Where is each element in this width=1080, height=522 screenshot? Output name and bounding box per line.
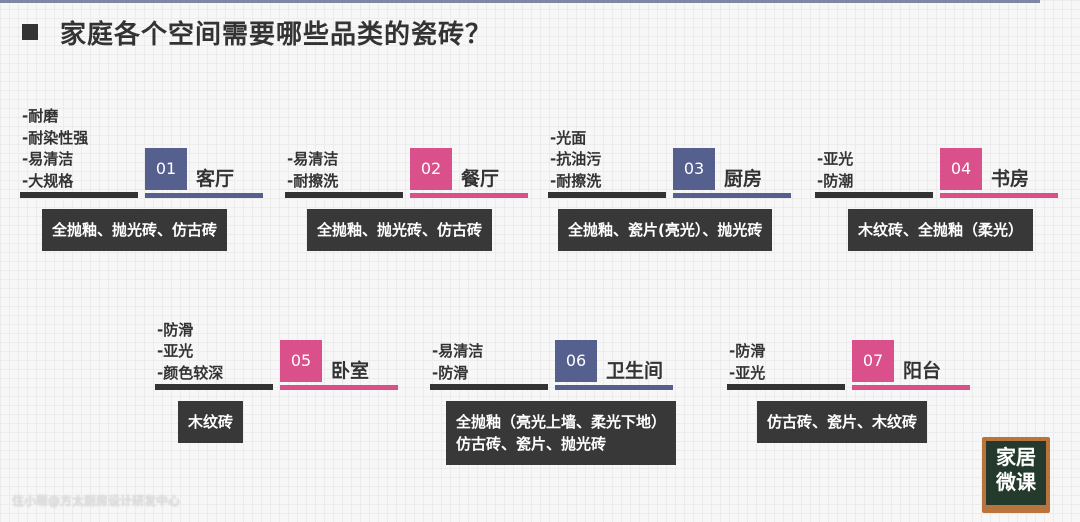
room-card: -易清洁 -防滑 06 卫生间全抛釉（亮光上墙、柔光下地） 仿古砖、瓷片、抛光砖: [430, 298, 690, 465]
tile-recommendation: 全抛釉、抛光砖、仿古砖: [317, 221, 483, 239]
page-title-text: 家庭各个空间需要哪些品类的瓷砖？: [60, 20, 493, 50]
room-name: 卫生间: [606, 360, 664, 382]
feature-tags: -易清洁 -防滑: [432, 341, 483, 384]
room-underline: [145, 193, 263, 198]
room-number-badge: 01: [145, 148, 187, 190]
feature-tag: -防滑: [729, 342, 766, 360]
tile-recommendation-box: 全抛釉（亮光上墙、柔光下地） 仿古砖、瓷片、抛光砖: [446, 401, 677, 465]
feature-tag: -耐擦洗: [550, 171, 602, 190]
logo-line-2: 微课: [996, 470, 1036, 494]
feature-tags: -易清洁 -耐擦洗: [287, 149, 338, 192]
feature-tag: -光面: [550, 128, 587, 147]
tag-underline: [285, 192, 403, 198]
room-number-badge: 04: [940, 148, 982, 190]
room-card: -耐磨 -耐染性强 -易清洁 -大规格 01 客厅全抛釉、抛光砖、仿古砖: [20, 106, 280, 266]
tag-underline: [815, 192, 933, 198]
room-name: 厨房: [724, 168, 763, 190]
room-number-badge: 07: [852, 340, 894, 382]
room-card: -光面 -抗油污 -耐擦洗 03 厨房全抛釉、瓷片(亮光）、抛光砖: [548, 106, 808, 266]
room-number-badge: 06: [555, 340, 597, 382]
tag-underline: [548, 192, 666, 198]
feature-tag: -颜色较深: [157, 363, 224, 382]
tag-underline: [155, 384, 273, 390]
tile-recommendation: 全抛釉、抛光砖、仿古砖: [52, 221, 218, 239]
feature-tags: -亚光 -防潮: [817, 149, 853, 192]
feature-tags: -耐磨 -耐染性强 -易清洁 -大规格: [22, 106, 88, 192]
feature-tags: -光面 -抗油污 -耐擦洗: [550, 128, 601, 193]
top-rule: [0, 0, 1040, 3]
feature-tag: -易清洁: [432, 342, 484, 360]
tag-underline: [20, 192, 138, 198]
feature-tag: -防潮: [817, 171, 854, 190]
feature-tag: -耐擦洗: [287, 171, 339, 190]
tile-recommendation: 仿古砖、瓷片、木纹砖: [767, 413, 918, 431]
tile-recommendation-box: 全抛釉、抛光砖、仿古砖: [307, 209, 493, 251]
tile-recommendation-box: 木纹砖: [178, 401, 244, 443]
feature-tag: -耐磨: [22, 107, 59, 125]
feature-tags: -防滑 -亚光 -颜色较深: [157, 320, 223, 385]
logo: 家居 微课: [982, 437, 1050, 513]
feature-tag: -大规格: [22, 171, 74, 190]
room-card: -防滑 -亚光 -颜色较深 05 卧室木纹砖: [155, 298, 415, 458]
feature-tag: -防滑: [432, 363, 469, 382]
room-name: 阳台: [903, 360, 942, 382]
room-underline: [280, 385, 398, 390]
room-name: 卧室: [331, 360, 370, 382]
feature-tag: -防滑: [157, 320, 194, 339]
tile-recommendation: 全抛釉、瓷片(亮光）、抛光砖: [568, 221, 763, 239]
tile-recommendation-box: 木纹砖、全抛釉（柔光）: [848, 209, 1034, 251]
tile-recommendation-box: 全抛釉、抛光砖、仿古砖: [42, 209, 228, 251]
square-bullet-icon: [22, 24, 38, 40]
room-underline: [673, 193, 791, 198]
room-underline: [410, 193, 528, 198]
room-number-badge: 05: [280, 340, 322, 382]
feature-tag: -耐染性强: [22, 128, 89, 147]
room-underline: [852, 385, 970, 390]
feature-tags: -防滑 -亚光: [729, 341, 765, 384]
tile-recommendation-box: 仿古砖、瓷片、木纹砖: [757, 401, 928, 443]
feature-tag: -亚光: [729, 363, 766, 382]
tag-underline: [430, 384, 548, 390]
feature-tag: -易清洁: [22, 150, 74, 168]
tile-recommendation-box: 全抛釉、瓷片(亮光）、抛光砖: [558, 209, 773, 251]
room-card: -易清洁 -耐擦洗 02 餐厅全抛釉、抛光砖、仿古砖: [285, 106, 545, 266]
tag-underline: [727, 384, 845, 390]
tile-recommendation: 仿古砖、瓷片、抛光砖: [456, 435, 607, 453]
room-name: 客厅: [196, 168, 235, 190]
tile-recommendation: 全抛釉（亮光上墙、柔光下地）: [456, 413, 667, 431]
room-underline: [940, 193, 1058, 198]
tile-recommendation: 木纹砖、全抛釉（柔光）: [858, 221, 1024, 239]
page-title: 家庭各个空间需要哪些品类的瓷砖？: [22, 14, 492, 51]
room-name: 餐厅: [461, 168, 500, 190]
logo-board: 家居 微课: [986, 441, 1046, 505]
feature-tag: -易清洁: [287, 150, 339, 168]
watermark: 住小帮@方太厨房设计研发中心: [12, 494, 181, 508]
room-number-badge: 02: [410, 148, 452, 190]
room-card: -亚光 -防潮 04 书房木纹砖、全抛釉（柔光）: [815, 106, 1075, 266]
feature-tag: -亚光: [817, 150, 854, 168]
tile-recommendation: 木纹砖: [188, 413, 234, 431]
feature-tag: -亚光: [157, 342, 194, 360]
room-number-badge: 03: [673, 148, 715, 190]
room-card: -防滑 -亚光 07 阳台仿古砖、瓷片、木纹砖: [727, 298, 987, 458]
room-underline: [555, 385, 673, 390]
logo-line-1: 家居: [996, 445, 1036, 469]
room-name: 书房: [991, 168, 1030, 190]
feature-tag: -抗油污: [550, 150, 602, 168]
